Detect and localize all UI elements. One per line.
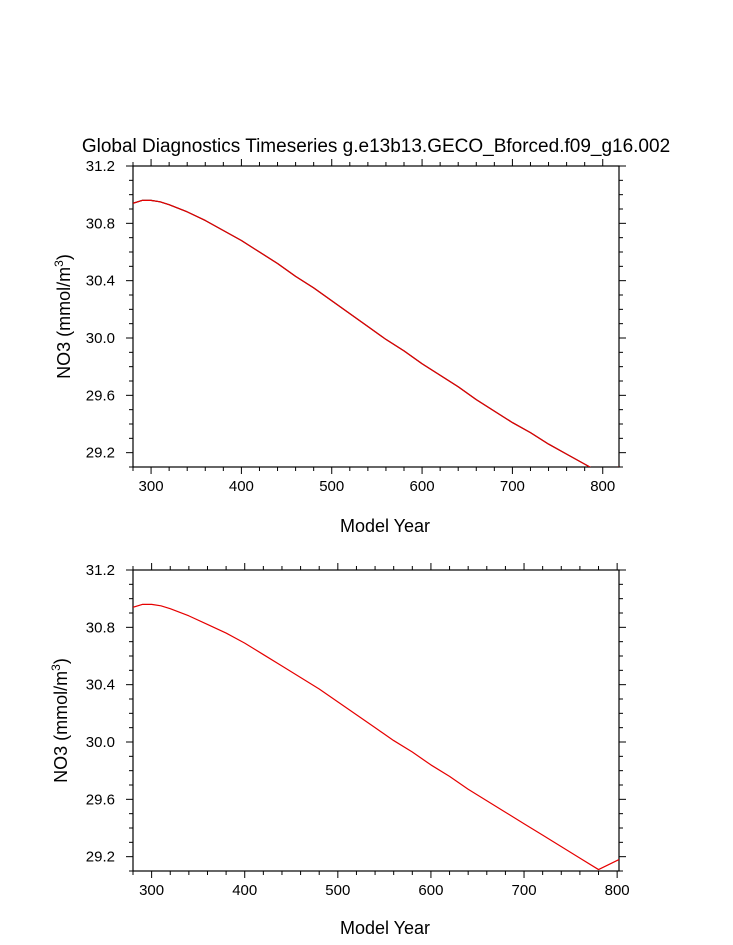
plot-frame	[132, 165, 620, 468]
y-axis-label-superscript: 3	[49, 664, 63, 671]
y-axis-label-close: )	[54, 254, 74, 260]
y-axis-label-superscript: 3	[52, 260, 66, 267]
y-axis-label-text: NO3 (mmol/m	[51, 671, 71, 783]
x-tick-label: 700	[512, 882, 537, 899]
series-line-0	[133, 603, 619, 871]
y-axis-label: NO3 (mmol/m3)	[52, 254, 74, 379]
x-tick-label: 500	[319, 478, 344, 495]
y-tick-label: 30.8	[86, 215, 115, 232]
series-line-0	[133, 199, 619, 467]
y-axis-label: NO3 (mmol/m3)	[49, 658, 71, 783]
x-axis-label: Model Year	[340, 918, 430, 938]
y-tick-label: 29.2	[86, 849, 115, 866]
x-tick-label: 800	[605, 882, 630, 899]
series-line-1	[133, 199, 619, 467]
bottom-panel: 300 400 500 600 700 800 29.2 29.6 30.0 30.4 30.8 31…	[49, 562, 630, 938]
y-tick-label: 30.4	[86, 677, 115, 694]
y-axis-label-close: )	[51, 658, 71, 664]
y-tick-label: 30.4	[86, 273, 115, 290]
y-tick-label: 30.0	[86, 330, 115, 347]
x-tick-label: 600	[418, 882, 443, 899]
y-tick-label: 30.0	[86, 734, 115, 751]
y-tick-label: 29.6	[86, 791, 115, 808]
x-tick-label: 700	[500, 478, 525, 495]
y-tick-label: 31.2	[86, 158, 115, 175]
x-tick-label: 400	[229, 478, 254, 495]
x-tick-label: 300	[139, 882, 164, 899]
y-axis-label-text: NO3 (mmol/m	[54, 267, 74, 379]
top-panel: 300 400 500 600 700 800 29.2 29.6 30.0 30.4 30.8 31…	[52, 158, 626, 536]
plot-frame	[132, 569, 620, 872]
x-tick-label: 600	[410, 478, 435, 495]
y-tick-label: 31.2	[86, 562, 115, 579]
y-tick-label: 29.2	[86, 445, 115, 462]
y-tick-label: 30.8	[86, 619, 115, 636]
x-tick-label: 300	[139, 478, 164, 495]
x-tick-label: 800	[590, 478, 615, 495]
y-tick-label: 29.6	[86, 387, 115, 404]
x-tick-label: 400	[232, 882, 257, 899]
x-tick-label: 500	[325, 882, 350, 899]
chart-title: Global Diagnostics Timeseries g.e13b13.G…	[82, 136, 670, 157]
x-axis-label: Model Year	[340, 516, 430, 536]
